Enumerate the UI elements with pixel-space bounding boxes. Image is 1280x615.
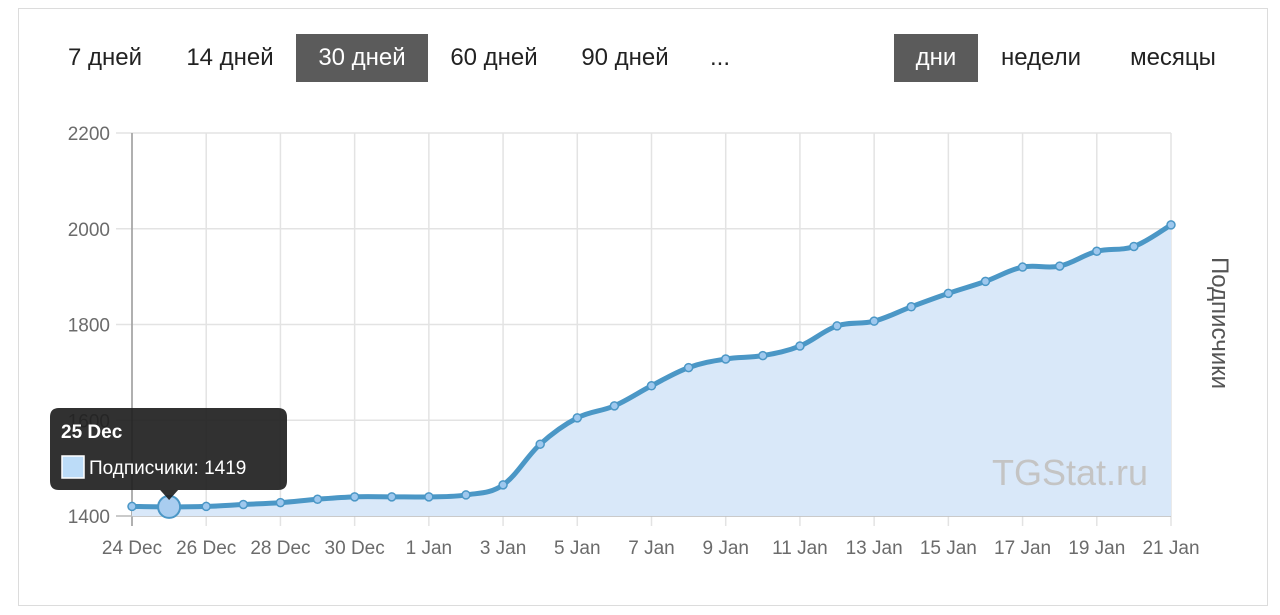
x-tick-label: 15 Jan <box>920 538 977 559</box>
watermark: TGStat.ru <box>992 452 1148 493</box>
y-tick-label: 1800 <box>68 316 110 337</box>
data-point <box>238 499 249 510</box>
data-point <box>127 501 137 512</box>
period-30-days-button[interactable]: 30 дней <box>296 34 428 82</box>
data-point <box>1129 241 1139 252</box>
period-90-days-button[interactable]: 90 дней <box>581 44 669 71</box>
data-point <box>609 401 620 411</box>
x-tick-label: 7 Jan <box>628 538 674 559</box>
x-tick-label: 21 Jan <box>1142 538 1199 559</box>
data-point <box>387 492 397 502</box>
period-7-days-button[interactable]: 7 дней <box>67 44 143 71</box>
granularity-weeks-button[interactable]: недели <box>1000 44 1082 71</box>
data-point <box>646 381 657 391</box>
x-tick-label: 26 Dec <box>176 538 236 559</box>
data-point <box>906 302 916 312</box>
x-tick-label: 11 Jan <box>772 538 828 559</box>
granularity-months-button[interactable]: месяцы <box>1130 44 1216 71</box>
x-tick-label: 17 Jan <box>994 538 1051 559</box>
x-tick-label: 13 Jan <box>846 538 903 559</box>
data-point <box>349 492 360 502</box>
y-axis-label: Подписчики <box>1206 257 1233 389</box>
data-point <box>312 494 323 504</box>
data-point <box>869 316 879 326</box>
x-tick-label: 1 Jan <box>406 538 452 559</box>
tooltip-title: 25 Dec <box>61 422 123 443</box>
x-tick-label: 9 Jan <box>702 538 748 559</box>
y-tick-label: 2000 <box>68 220 110 241</box>
x-tick-label: 28 Dec <box>250 538 310 559</box>
data-point <box>758 350 768 361</box>
period-14-days-button[interactable]: 14 дней <box>186 44 274 71</box>
y-tick-label: 1400 <box>68 507 110 528</box>
tooltip-swatch <box>61 455 85 479</box>
period-more-button[interactable]: ... <box>709 44 730 71</box>
data-point <box>832 321 842 331</box>
tooltip: 25 Dec Подписчики: 1419 <box>50 408 287 500</box>
data-point <box>943 288 954 299</box>
data-point <box>275 497 286 508</box>
data-point <box>683 362 694 373</box>
granularity-days-button[interactable]: дни <box>894 34 978 82</box>
data-point <box>461 490 471 500</box>
data-point <box>1166 220 1176 230</box>
data-point <box>535 439 545 449</box>
data-point <box>424 492 434 502</box>
data-point <box>980 276 991 287</box>
x-tick-label: 5 Jan <box>554 538 600 559</box>
x-tick-label: 3 Jan <box>480 538 526 559</box>
data-point <box>1017 262 1028 272</box>
tooltip-background <box>50 408 287 500</box>
data-point <box>1054 261 1065 271</box>
period-60-days-button[interactable]: 60 дней <box>450 44 538 71</box>
data-point <box>720 354 731 364</box>
x-tick-label: 30 Dec <box>325 538 385 559</box>
data-point <box>498 480 508 490</box>
x-tick-label: 24 Dec <box>102 538 162 559</box>
data-point <box>1092 246 1102 257</box>
data-point <box>201 501 211 512</box>
data-point <box>572 413 583 423</box>
data-point <box>795 341 805 351</box>
x-tick-label: 19 Jan <box>1068 538 1125 559</box>
data-points <box>127 220 1176 519</box>
series-area <box>132 224 1171 517</box>
y-tick-label: 2200 <box>68 124 110 145</box>
tooltip-text: Подписчики: 1419 <box>89 458 246 479</box>
